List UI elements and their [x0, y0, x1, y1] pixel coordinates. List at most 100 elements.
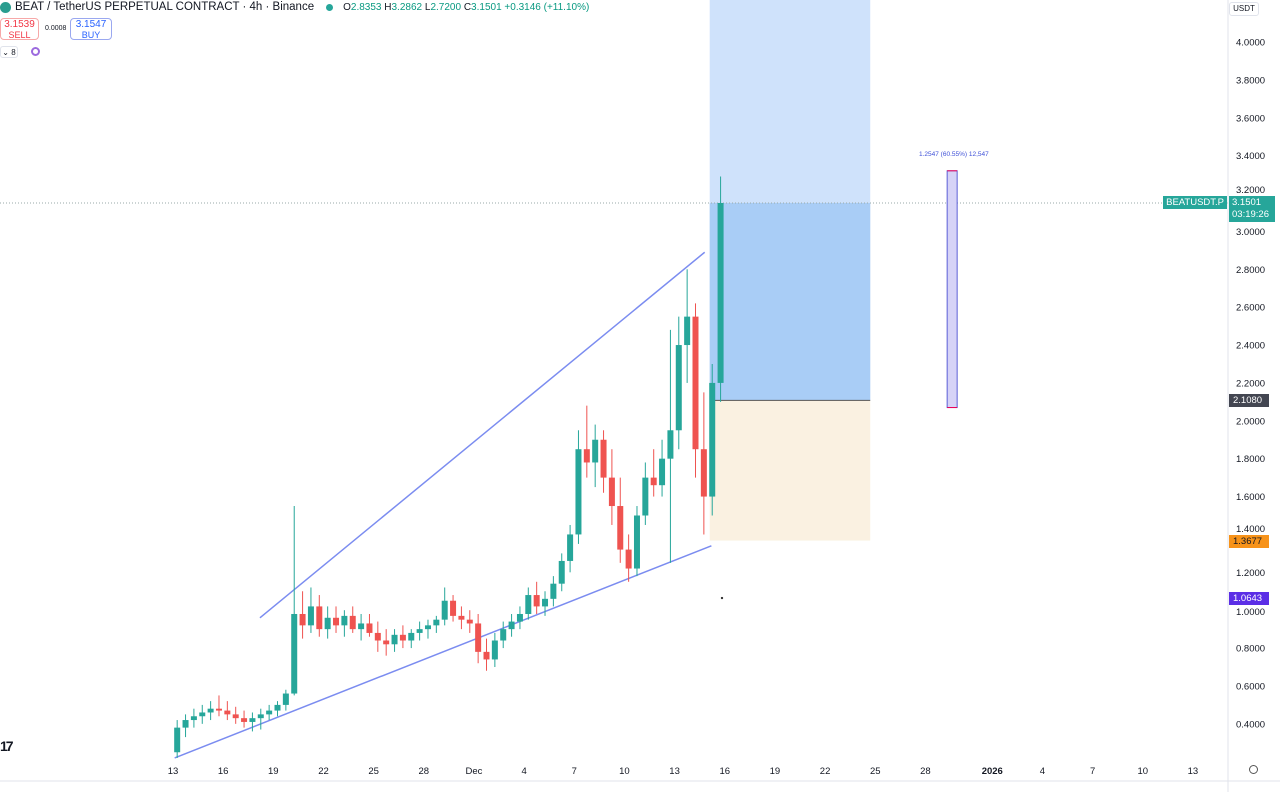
price-tick-label: 2.2000	[1236, 378, 1265, 389]
time-tick-label: 19	[268, 766, 279, 777]
tradingview-logo[interactable]: 17	[0, 738, 14, 754]
candle-body	[533, 595, 540, 607]
candle	[592, 424, 599, 488]
candle-body	[684, 316, 691, 346]
candle	[617, 477, 624, 563]
candle-body	[709, 382, 716, 497]
price-tick-label: 0.8000	[1236, 644, 1265, 655]
price-tick-label: 1.2000	[1236, 568, 1265, 579]
candle-body	[466, 619, 473, 624]
price-tick-label: 2.6000	[1236, 303, 1265, 314]
symbol-header: BEAT / TetherUS PERPETUAL CONTRACT · 4h …	[0, 1, 589, 13]
candle-body	[550, 583, 557, 599]
sell-price: 3.1539	[4, 19, 35, 30]
time-tick-label: 4	[521, 766, 526, 777]
time-tick-label: 22	[318, 766, 329, 777]
candle-body	[633, 515, 640, 569]
time-tick-label: 25	[870, 766, 881, 777]
buy-button[interactable]: 3.1547 BUY	[70, 18, 112, 40]
candle	[684, 269, 691, 383]
price-tick-label: 3.6000	[1236, 113, 1265, 124]
open-label: O	[343, 1, 351, 13]
candle	[608, 449, 615, 525]
price-marker-dot	[720, 596, 724, 600]
price-tick-label: 1.0000	[1236, 607, 1265, 618]
buy-label: BUY	[81, 30, 101, 40]
time-tick-label: 13	[1188, 766, 1199, 777]
settings-gear-icon[interactable]	[1249, 765, 1258, 774]
candle	[567, 524, 574, 573]
currency-selector[interactable]: USDT	[1229, 2, 1259, 16]
sell-button[interactable]: 3.1539 SELL	[0, 18, 39, 40]
candle-body	[324, 617, 331, 630]
candle-body	[249, 718, 256, 722]
candle-body	[291, 613, 298, 694]
candle-body	[659, 458, 666, 486]
last-price-tag: 3.1501 03:19:26	[1229, 196, 1275, 222]
measure-range	[946, 170, 958, 409]
candle-body	[207, 708, 214, 713]
candle-body	[199, 712, 206, 717]
candle	[182, 714, 189, 738]
trendline	[259, 251, 706, 619]
candle	[282, 689, 289, 711]
indicators-toggle[interactable]: ⌄ 8	[0, 46, 18, 58]
candle-body	[266, 710, 273, 715]
price-tick-label: 3.0000	[1236, 227, 1265, 238]
candle-body	[625, 549, 632, 569]
candle	[174, 720, 181, 758]
candle-body	[475, 623, 482, 652]
candle	[558, 553, 565, 592]
candle-body	[341, 615, 348, 626]
spread-value: 0.0008	[45, 25, 67, 32]
marker-price-tag: 1.0643	[1229, 592, 1269, 605]
candle-body	[174, 727, 181, 753]
low-label: L	[424, 1, 431, 13]
candle	[450, 595, 457, 622]
candle-body	[700, 449, 707, 497]
candle	[274, 701, 281, 717]
price-tick-label: 1.6000	[1236, 492, 1265, 503]
candle-body	[241, 718, 248, 722]
candle	[199, 704, 206, 724]
candle	[709, 363, 716, 516]
beat-logo-icon	[0, 1, 11, 13]
candle	[625, 534, 632, 582]
candle-body	[424, 625, 431, 630]
candle	[542, 591, 549, 616]
candle	[408, 629, 415, 649]
close-label: C	[463, 1, 472, 13]
candle-body	[483, 651, 490, 660]
candle	[642, 462, 649, 525]
price-tick-label: 2.0000	[1236, 416, 1265, 427]
target-price-tag: 2.1080	[1229, 394, 1269, 407]
symbol-title[interactable]: BEAT / TetherUS PERPETUAL CONTRACT · 4h …	[15, 1, 315, 13]
price-tick-label: 2.4000	[1236, 341, 1265, 352]
price-tick-label: 3.8000	[1236, 75, 1265, 86]
candle	[207, 701, 214, 721]
time-tick-label: 4	[1040, 766, 1045, 777]
candle	[533, 581, 540, 614]
candle-body	[617, 506, 624, 550]
candle	[399, 625, 406, 649]
candle	[491, 632, 498, 668]
candle	[675, 316, 682, 450]
price-tick-label: 2.8000	[1236, 265, 1265, 276]
candle-body	[333, 617, 340, 626]
price-tick-label: 4.0000	[1236, 38, 1265, 49]
symbol-price-label: BEATUSDT.P	[1163, 196, 1227, 209]
candle	[257, 708, 264, 730]
candle	[458, 606, 465, 630]
candle-body	[408, 632, 415, 641]
candle	[650, 449, 657, 497]
sync-icon[interactable]	[31, 47, 40, 56]
candle	[333, 606, 340, 633]
candle	[391, 629, 398, 652]
candle	[358, 613, 365, 641]
candle	[341, 610, 348, 637]
bar-countdown: 03:19:26	[1232, 209, 1269, 220]
time-tick-label: Dec	[466, 766, 483, 777]
current-profit-zone	[709, 202, 871, 401]
candle-body	[450, 600, 457, 616]
